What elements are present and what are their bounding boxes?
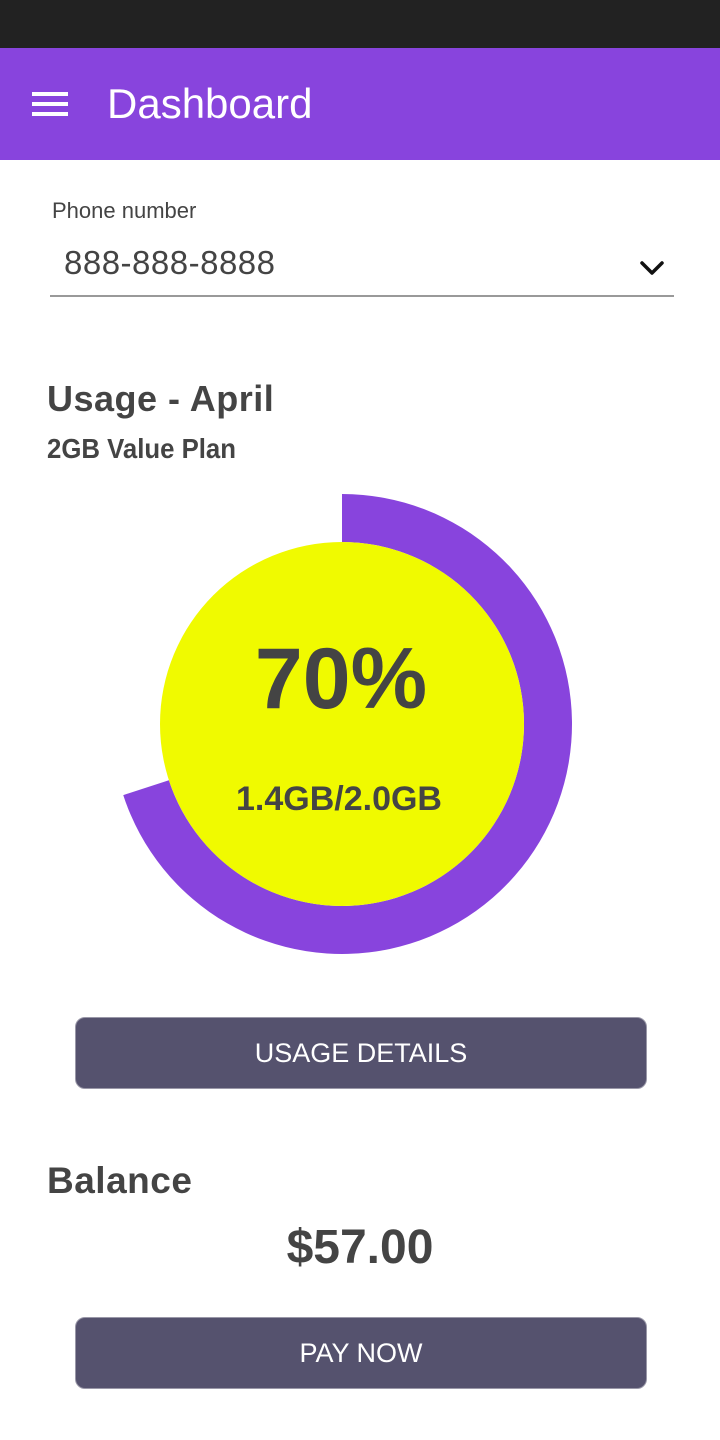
usage-title: Usage - April <box>47 378 275 419</box>
page-title: Dashboard <box>107 80 313 127</box>
pay-now-button[interactable]: PAY NOW <box>75 1317 647 1389</box>
plan-name: 2GB Value Plan <box>47 433 236 464</box>
balance-title: Balance <box>47 1160 193 1201</box>
phone-number-select[interactable]: 888-888-8888 <box>50 240 674 297</box>
usage-amount: 1.4GB/2.0GB <box>236 780 442 818</box>
phone-number-label: Phone number <box>52 198 197 223</box>
usage-percent: 70% <box>254 631 428 727</box>
usage-gauge <box>123 494 572 954</box>
usage-details-button[interactable]: USAGE DETAILS <box>75 1017 647 1089</box>
phone-number-value: 888-888-8888 <box>64 244 276 281</box>
app-bar: Dashboard <box>0 48 720 160</box>
chevron-down-icon <box>640 261 664 275</box>
usage-gauge-center <box>160 542 524 906</box>
status-bar <box>0 0 720 48</box>
menu-icon[interactable] <box>20 76 80 132</box>
balance-amount: $57.00 <box>286 1221 434 1274</box>
